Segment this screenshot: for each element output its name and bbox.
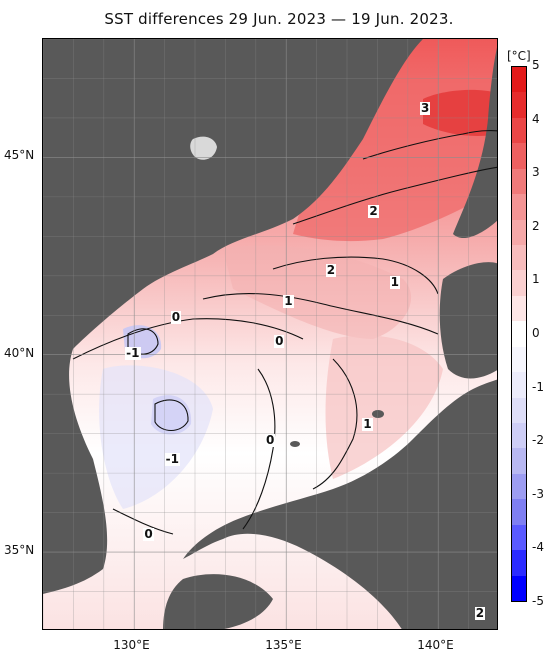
x-tick-label: 130°E: [113, 638, 150, 652]
contour-label: 0: [274, 333, 285, 348]
legend-color-step: [512, 194, 526, 221]
legend-tick-label: -5: [532, 594, 544, 608]
land: [43, 39, 497, 629]
contour-label: -1: [164, 452, 181, 467]
contour-label: -1: [125, 345, 141, 360]
contour-1-b: [312, 358, 358, 490]
legend-unit: [°C]: [507, 49, 531, 63]
y-tick-label: 45°N: [4, 148, 35, 163]
legend-tick-label: 4: [532, 111, 540, 126]
legend-color-step: [512, 550, 526, 577]
y-tick-label: 40°N: [4, 345, 35, 360]
lake-khanka: [190, 136, 217, 160]
x-tick-label: 140°E: [417, 638, 454, 652]
legend-color-step: [512, 448, 526, 475]
legend-color-step: [512, 219, 526, 246]
legend-tick-label: -4: [532, 540, 544, 555]
contour-label: 0: [170, 310, 182, 325]
legend-tick-label: -1: [532, 379, 544, 394]
contour-0-b: [242, 368, 276, 530]
warm-patch-central: [223, 245, 412, 339]
legend-tick-label: 3: [532, 165, 540, 180]
land-continent: [43, 39, 423, 594]
legend-tick-label: -3: [532, 486, 544, 501]
legend-color-step: [512, 168, 526, 195]
contour-0-c: [112, 508, 174, 535]
graticule: [43, 39, 497, 629]
map-frame: [42, 38, 498, 630]
land-sado: [372, 410, 384, 418]
legend-tick-label: -2: [532, 433, 544, 448]
contour-0-a: [72, 318, 304, 360]
contour-lines: [72, 130, 497, 535]
color-legend-bar: [511, 66, 527, 602]
contour-label: 1: [283, 294, 294, 309]
y-tick-label: 35°N: [4, 543, 35, 558]
land-sakhalin: [453, 47, 497, 238]
cool-patch-3: [99, 365, 213, 509]
contour-label: 0: [265, 432, 276, 447]
legend-color-step: [512, 295, 526, 322]
legend-color-step: [512, 423, 526, 450]
legend-color-step: [512, 117, 526, 144]
contour-label: 3: [420, 101, 431, 116]
contour-label: 1: [362, 416, 373, 431]
legend-color-step: [512, 67, 526, 94]
land-oki: [290, 441, 300, 447]
legend-color-step: [512, 575, 526, 601]
contour-label: 2: [368, 203, 379, 218]
legend-color-step: [512, 346, 526, 373]
warm-patch-peak: [423, 89, 497, 136]
sst-map: [43, 39, 497, 629]
legend-color-step: [512, 372, 526, 399]
contour-3: [362, 130, 497, 160]
contour-label: 0: [143, 527, 154, 542]
contour-label: 2: [474, 606, 486, 621]
legend-color-step: [512, 245, 526, 272]
contour-label: 1: [389, 274, 400, 289]
land-honshu: [183, 379, 497, 629]
legend-color-step: [512, 397, 526, 424]
contour-2-b: [272, 256, 439, 295]
legend-color-step: [512, 473, 526, 500]
legend-color-step: [512, 143, 526, 170]
legend-tick-label: 0: [532, 326, 540, 340]
legend-color-step: [512, 499, 526, 526]
legend-tick-label: 5: [532, 58, 540, 72]
legend-color-step: [512, 321, 526, 348]
contour-1-a: [202, 293, 439, 335]
contour-label: 2: [325, 262, 337, 277]
land-hokkaido: [439, 262, 497, 379]
legend-color-step: [512, 270, 526, 297]
warm-patch-east: [325, 335, 443, 479]
land-kyushu: [163, 574, 273, 629]
x-tick-label: 135°E: [265, 638, 302, 652]
contour-2-a: [292, 166, 497, 225]
map-title: SST differences 29 Jun. 2023 — 19 Jun. 2…: [104, 10, 454, 28]
legend-color-step: [512, 524, 526, 551]
contour-m1-b: [154, 399, 189, 432]
legend-tick-label: 2: [532, 218, 540, 233]
legend-color-step: [512, 92, 526, 119]
legend-tick-label: 1: [532, 272, 540, 287]
